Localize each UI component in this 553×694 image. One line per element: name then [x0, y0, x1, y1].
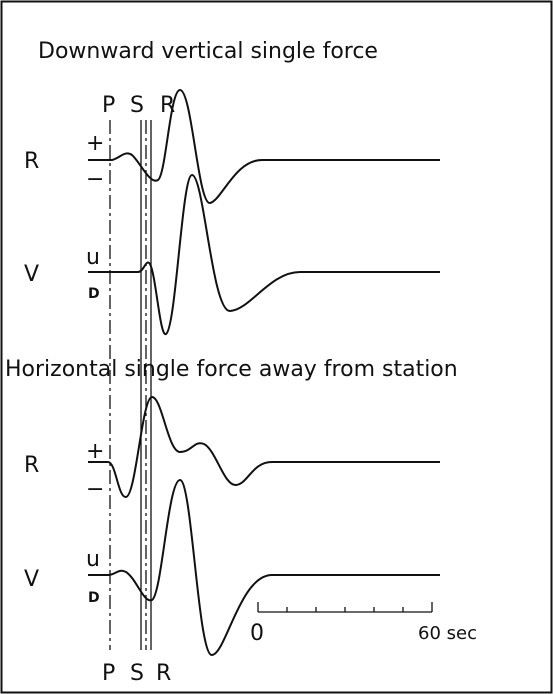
waveform	[88, 88, 440, 205]
waveform	[88, 478, 440, 657]
component-label: R	[24, 453, 39, 478]
component-label: R	[24, 149, 39, 174]
polarity: u	[86, 245, 100, 270]
polarity: −	[86, 167, 104, 192]
waveform	[88, 173, 440, 336]
phase-label: S	[130, 93, 144, 118]
phase-label: P	[102, 93, 115, 118]
scale-bar	[257, 602, 433, 613]
scale-end: 60 sec	[418, 623, 477, 644]
polarity: D	[88, 590, 100, 606]
title: Downward vertical single force	[38, 39, 378, 64]
polarity: u	[86, 547, 100, 572]
phase-label: S	[130, 661, 144, 686]
phase-label: P	[102, 661, 115, 686]
phase-label: R	[156, 661, 171, 686]
component-label: V	[24, 567, 39, 592]
title: Horizontal single force away from statio…	[5, 357, 458, 382]
polarity: D	[88, 286, 100, 302]
polarity: +	[86, 439, 104, 464]
polarity: −	[86, 477, 104, 502]
waveform	[88, 395, 440, 498]
component-label: V	[24, 262, 39, 287]
scale-start: 0	[250, 621, 264, 646]
polarity: +	[86, 131, 104, 156]
